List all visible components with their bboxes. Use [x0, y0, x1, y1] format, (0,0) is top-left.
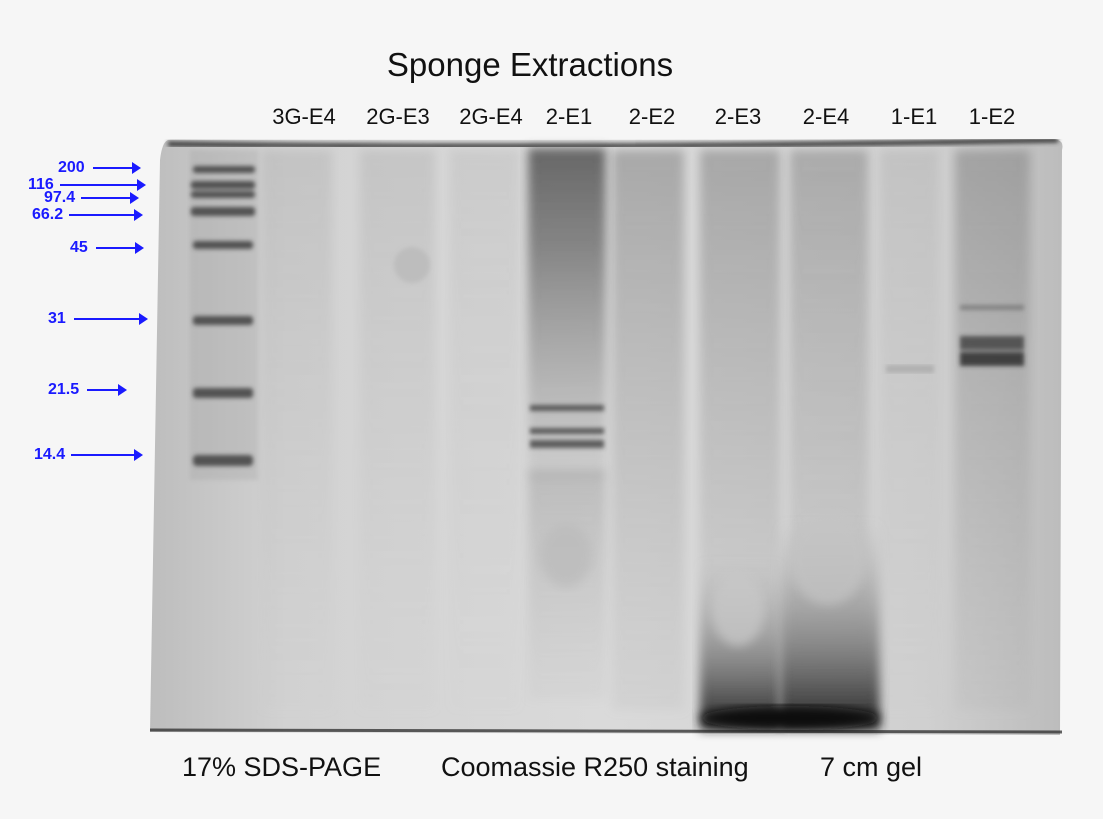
gel-size-caption: 7 cm gel	[820, 752, 923, 782]
lane-label-1-e1: 1-E1	[890, 104, 938, 129]
lane-label-2-e3: 2-E3	[714, 104, 762, 129]
marker-45: 45	[70, 238, 144, 258]
lane-label-2-e4: 2-E4	[802, 104, 850, 129]
lane-label-2-e1: 2-E1	[545, 104, 593, 129]
arrow-icon	[87, 384, 128, 396]
lane-label-1-e2: 1-E2	[968, 104, 1016, 129]
marker-200: 200	[58, 158, 141, 178]
marker-14-4: 14.4	[34, 445, 144, 465]
arrow-icon	[71, 449, 144, 461]
marker-97-4: 97.4	[44, 188, 140, 208]
lane-label-2-e2: 2-E2	[628, 104, 676, 129]
lane-label-2g-e3: 2G-E3	[366, 104, 430, 129]
marker-66-2: 66.2	[32, 205, 144, 225]
arrow-icon	[95, 242, 144, 254]
arrow-icon	[59, 179, 146, 191]
lane-label-2g-e4: 2G-E4	[459, 104, 523, 129]
arrow-icon	[73, 313, 148, 325]
arrow-icon	[81, 192, 140, 204]
arrow-icon	[69, 209, 144, 221]
gel-type-caption: 17% SDS-PAGE	[182, 752, 382, 782]
arrow-icon	[92, 162, 141, 174]
marker-21-5: 21.5	[48, 380, 128, 400]
stain-caption: Coomassie R250 staining	[441, 752, 749, 782]
marker-31: 31	[48, 309, 148, 329]
marker-116: 116	[28, 175, 146, 195]
lane-label-3g-e4: 3G-E4	[272, 104, 336, 129]
gel-title: Sponge Extractions	[386, 46, 674, 83]
